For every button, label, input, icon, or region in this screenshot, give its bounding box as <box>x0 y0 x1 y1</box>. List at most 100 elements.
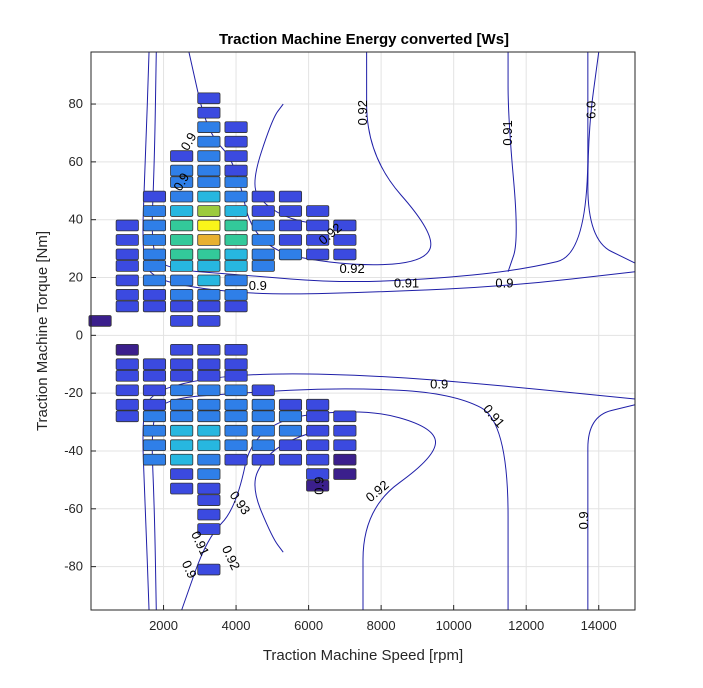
heatmap-cell <box>197 358 221 371</box>
heatmap-cell <box>306 205 330 217</box>
heatmap-cell <box>170 260 194 272</box>
heatmap-cell <box>306 479 330 492</box>
heatmap-cell <box>224 150 248 162</box>
contour-label: 0.9 <box>311 477 326 495</box>
x-tick-label: 10000 <box>436 618 472 633</box>
heatmap-cell <box>278 439 303 452</box>
heatmap-cell <box>170 234 194 246</box>
heatmap-cell <box>333 410 357 423</box>
heatmap-cell <box>224 424 248 437</box>
x-tick-label: 8000 <box>367 618 396 633</box>
heatmap-cell <box>197 190 221 203</box>
heatmap-cell <box>197 289 221 301</box>
heatmap-cell <box>170 358 194 371</box>
heatmap-cell <box>197 384 221 397</box>
heatmap-cell <box>306 248 330 261</box>
heatmap-cell <box>142 248 167 261</box>
heatmap-cell <box>142 384 167 397</box>
heatmap-cell <box>306 219 330 232</box>
heatmap-cell <box>197 424 221 437</box>
heatmap-cell <box>197 482 221 495</box>
x-axis-label: Traction Machine Speed [rpm] <box>263 647 463 664</box>
heatmap-cell <box>142 358 167 371</box>
heatmap-cell <box>197 150 221 162</box>
heatmap-cell <box>278 205 303 217</box>
heatmap-cell <box>333 248 357 261</box>
heatmap-cell <box>278 234 303 246</box>
heatmap-cell <box>224 219 248 232</box>
heatmap-cell <box>170 482 194 495</box>
heatmap-cell <box>224 343 248 356</box>
heatmap-cell <box>197 315 221 327</box>
heatmap-cell <box>142 398 167 411</box>
heatmap-cell <box>224 176 248 188</box>
contour-line <box>587 51 636 264</box>
heatmap-cell <box>197 343 221 356</box>
heatmap-cell <box>170 468 194 480</box>
contour-labels: 0.920.916.00.90.90.90.920.91 0.90.920.90.… <box>170 100 598 581</box>
heatmap-cell <box>306 410 330 423</box>
heatmap-cell <box>142 439 167 452</box>
heatmap-cell <box>333 234 357 246</box>
contour-label: 0.92 <box>339 261 364 276</box>
heatmap-cell <box>142 370 167 382</box>
heatmap-cell <box>251 424 275 437</box>
heatmap-cell <box>197 563 221 576</box>
x-tick-label: 12000 <box>508 618 544 633</box>
heatmap-cell <box>251 398 275 411</box>
contour-label: 0.91 <box>394 275 419 290</box>
heatmap-cell <box>224 248 248 261</box>
heatmap-cell <box>224 370 248 382</box>
heatmap-cell <box>224 234 248 246</box>
heatmap-cell <box>115 289 139 301</box>
heatmap-cell <box>224 135 248 148</box>
contour-label: 0.9 <box>576 511 591 529</box>
heatmap-cell <box>197 453 221 466</box>
heatmap-cell <box>88 315 112 327</box>
contour-label: 0.9 <box>249 278 267 293</box>
contour-label: 0.9 <box>495 275 513 290</box>
heatmap-cell <box>197 468 221 480</box>
heatmap-cell <box>224 289 248 301</box>
heatmap-cell <box>278 248 303 261</box>
contour-line <box>587 404 636 610</box>
heatmap-cell <box>278 190 303 203</box>
heatmap-cell <box>142 300 167 313</box>
heatmap-cell <box>170 150 194 162</box>
heatmap-cell <box>115 300 139 313</box>
heatmap-cell <box>115 358 139 371</box>
heatmap-cell <box>224 439 248 452</box>
heatmap-cell <box>224 274 248 287</box>
y-axis-label: Traction Machine Torque [Nm] <box>34 231 51 431</box>
heatmap-cell <box>115 384 139 397</box>
heatmap-cell <box>197 205 221 217</box>
heatmap-cell <box>224 453 248 466</box>
heatmap-cell <box>197 219 221 232</box>
plot-area <box>91 52 635 610</box>
contour-line <box>181 411 437 611</box>
heatmap-cell <box>142 260 167 272</box>
heatmap-cell <box>197 106 221 119</box>
heatmap-cell <box>197 410 221 423</box>
heatmap-cell <box>197 135 221 148</box>
y-tick-label: -20 <box>64 385 83 400</box>
heatmap-cell <box>170 274 194 287</box>
heatmap-cell <box>197 300 221 313</box>
heatmap-cell <box>170 398 194 411</box>
heatmap-cell <box>197 164 221 177</box>
x-tick-label: 14000 <box>581 618 617 633</box>
y-tick-label: -60 <box>64 501 83 516</box>
heatmap-cell <box>170 176 194 188</box>
heatmap-cell <box>197 508 221 521</box>
heatmap-cell <box>170 205 194 217</box>
heatmap-cell <box>115 260 139 272</box>
heatmap-cell <box>333 439 357 452</box>
x-tick-label: 6000 <box>294 618 323 633</box>
heatmap-cell <box>170 190 194 203</box>
heatmap-cell <box>197 234 221 246</box>
heatmap-cell <box>251 190 275 203</box>
heatmap-cell <box>278 410 303 423</box>
contour-line <box>151 51 589 283</box>
heatmap-cells <box>88 92 357 576</box>
heatmap-cell <box>142 289 167 301</box>
